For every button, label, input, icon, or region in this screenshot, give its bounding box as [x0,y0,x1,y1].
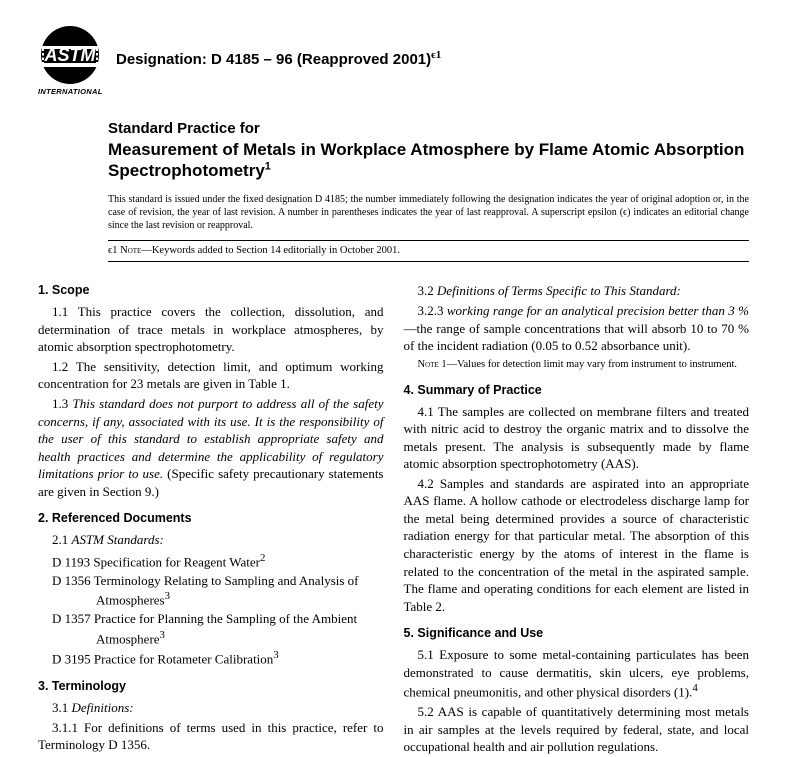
note-1: Note 1—Values for detection limit may va… [404,358,750,372]
p-4-2: 4.2 Samples and standards are aspirated … [404,475,750,615]
section-4-head: 4. Summary of Practice [404,382,750,399]
section-3-head: 3. Terminology [38,678,384,695]
body-columns: 1. Scope 1.1 This practice covers the co… [38,282,749,756]
note-label: Note [120,245,141,256]
section-1-head: 1. Scope [38,282,384,299]
p-1-2: 1.2 The sensitivity, detection limit, an… [38,358,384,393]
p-1-3: 1.3 This standard does not purport to ad… [38,395,384,500]
doc-d3195: D 3195 Practice for Rotameter Calibratio… [52,648,384,668]
document-header: ASTM INTERNATIONAL Designation: D 4185 –… [38,24,749,94]
section-5-head: 5. Significance and Use [404,625,750,642]
p-3-2-3: 3.2.3 working range for an analytical pr… [404,302,750,355]
doc-d1193: D 1193 Specification for Reagent Water2 [52,551,384,571]
logo-label: INTERNATIONAL [38,87,102,97]
designation-sup: ϵ1 [431,49,441,61]
doc-d1356: D 1356 Terminology Relating to Sampling … [52,572,384,609]
title-main: Measurement of Metals in Workplace Atmos… [108,139,749,182]
epsilon-superscript: ϵ1 [108,245,118,256]
issuance-notice: This standard is issued under the fixed … [108,193,749,232]
epsilon-note-text: —Keywords added to Section 14 editoriall… [141,245,400,256]
title-block: Standard Practice for Measurement of Met… [108,120,749,181]
p-5-1: 5.1 Exposure to some metal-containing pa… [404,646,750,701]
p-3-2: 3.2 Definitions of Terms Specific to Thi… [404,282,750,300]
section-2-head: 2. Referenced Documents [38,510,384,527]
p-1-1: 1.1 This practice covers the collection,… [38,303,384,356]
designation-text: Designation: D 4185 – 96 (Reapproved 200… [116,51,431,68]
title-prefix: Standard Practice for [108,120,749,139]
p-2-1: 2.1 ASTM Standards: [38,531,384,549]
doc-d1357: D 1357 Practice for Planning the Samplin… [52,610,384,647]
svg-text:ASTM: ASTM [44,45,97,65]
p-4-1: 4.1 The samples are collected on membran… [404,403,750,473]
epsilon-note: ϵ1 Note—Keywords added to Section 14 edi… [108,240,749,262]
astm-logo: ASTM INTERNATIONAL [38,24,102,94]
designation: Designation: D 4185 – 96 (Reapproved 200… [116,48,441,70]
p-3-1-1: 3.1.1 For definitions of terms used in t… [38,719,384,754]
p-5-2: 5.2 AAS is capable of quantitatively det… [404,703,750,756]
